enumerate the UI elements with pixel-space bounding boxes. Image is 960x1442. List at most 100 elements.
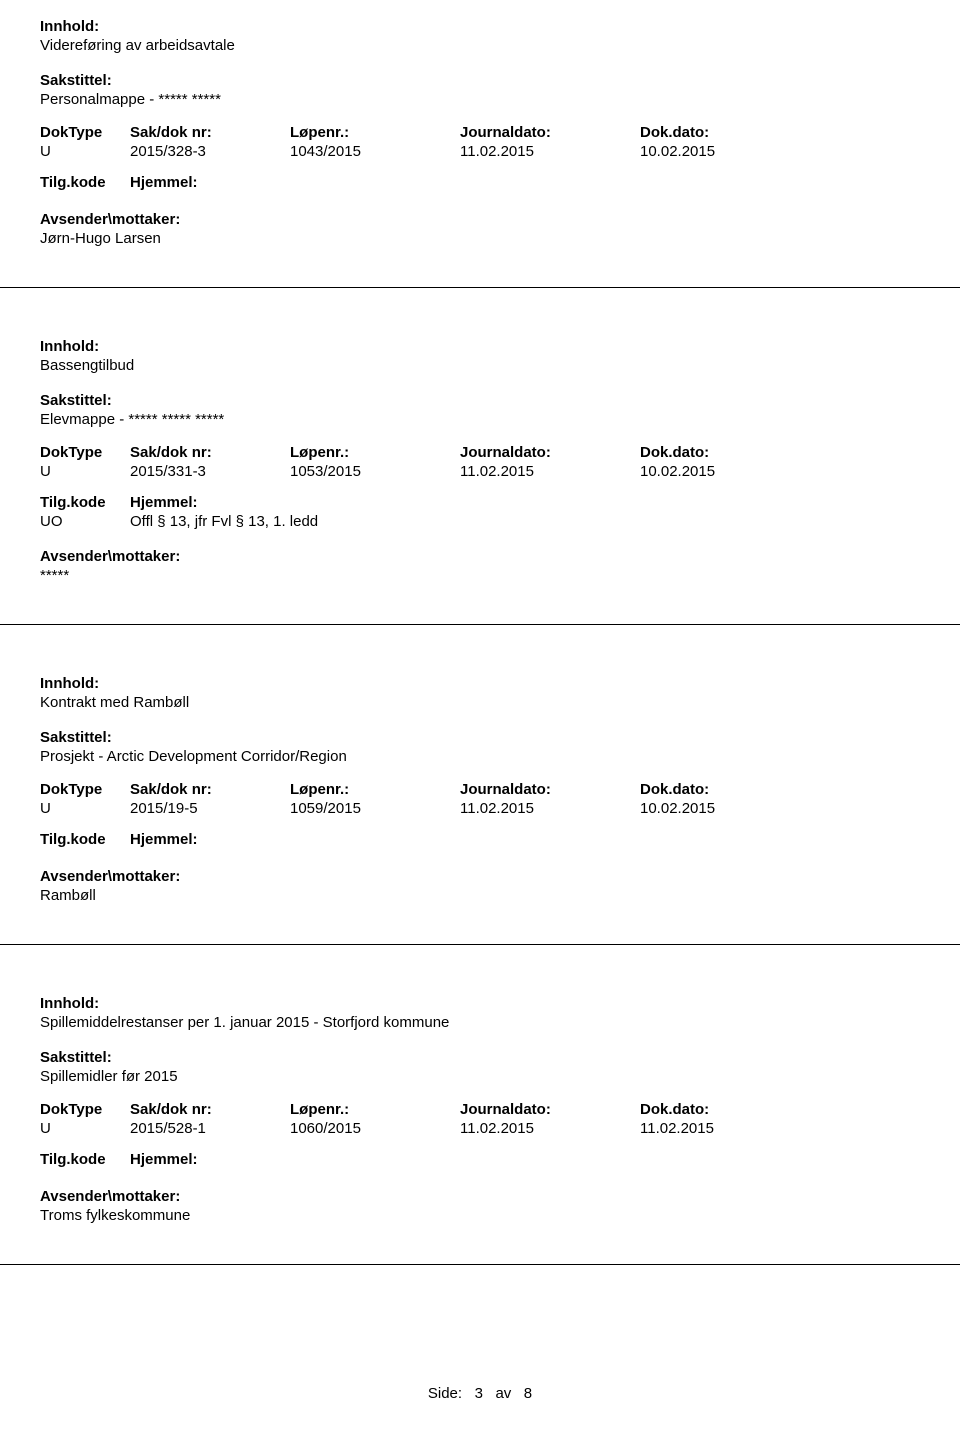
avsender-value: Troms fylkeskommune [40,1207,920,1224]
dokdato-header: Dok.dato: [640,781,800,798]
record-divider [0,624,960,625]
doktype-value: U [40,143,130,160]
innhold-value: Spillemiddelrestanser per 1. januar 2015… [40,1014,920,1031]
tilg-headers: Tilg.kode Hjemmel: [40,1151,920,1168]
journaldato-value: 11.02.2015 [460,143,640,160]
tilgkode-header: Tilg.kode [40,831,130,848]
avsender-label: Avsender\mottaker: [40,548,920,565]
row-values: U 2015/328-3 1043/2015 11.02.2015 10.02.… [40,143,920,160]
doktype-header: DokType [40,781,130,798]
journaldato-value: 11.02.2015 [460,1120,640,1137]
doktype-header: DokType [40,444,130,461]
innhold-label: Innhold: [40,18,920,35]
footer-current-page: 3 [475,1385,483,1402]
journaldato-header: Journaldato: [460,1101,640,1118]
avsender-label: Avsender\mottaker: [40,868,920,885]
tilg-headers: Tilg.kode Hjemmel: [40,831,920,848]
lopenr-header: Løpenr.: [290,781,460,798]
sakstittel-label: Sakstittel: [40,72,920,89]
hjemmel-value: Offl § 13, jfr Fvl § 13, 1. ledd [130,513,920,530]
row-values: U 2015/528-1 1060/2015 11.02.2015 11.02.… [40,1120,920,1137]
tilgkode-header: Tilg.kode [40,174,130,191]
sakstittel-value: Elevmappe - ***** ***** ***** [40,411,920,428]
sakdoknr-header: Sak/dok nr: [130,1101,290,1118]
tilgkode-header: Tilg.kode [40,1151,130,1168]
lopenr-value: 1060/2015 [290,1120,460,1137]
doktype-header: DokType [40,1101,130,1118]
dokdato-value: 11.02.2015 [640,1120,800,1137]
avsender-value: Rambøll [40,887,920,904]
tilg-headers: Tilg.kode Hjemmel: [40,494,920,511]
innhold-value: Kontrakt med Rambøll [40,694,920,711]
dokdato-value: 10.02.2015 [640,463,800,480]
doktype-header: DokType [40,124,130,141]
innhold-label: Innhold: [40,338,920,355]
lopenr-header: Løpenr.: [290,444,460,461]
sakdoknr-header: Sak/dok nr: [130,124,290,141]
hjemmel-header: Hjemmel: [130,174,920,191]
journaldato-value: 11.02.2015 [460,463,640,480]
journal-record: Innhold: Kontrakt med Rambøll Sakstittel… [40,675,920,945]
innhold-value: Videreføring av arbeidsavtale [40,37,920,54]
dokdato-header: Dok.dato: [640,444,800,461]
sakdoknr-value: 2015/331-3 [130,463,290,480]
lopenr-value: 1059/2015 [290,800,460,817]
hjemmel-header: Hjemmel: [130,494,920,511]
record-divider [0,944,960,945]
innhold-label: Innhold: [40,995,920,1012]
document-page: Innhold: Videreføring av arbeidsavtale S… [0,18,960,1442]
sakdoknr-value: 2015/328-3 [130,143,290,160]
sakdoknr-value: 2015/19-5 [130,800,290,817]
row-headers: DokType Sak/dok nr: Løpenr.: Journaldato… [40,781,920,798]
footer-prefix: Side: [428,1385,462,1402]
row-headers: DokType Sak/dok nr: Løpenr.: Journaldato… [40,124,920,141]
dokdato-value: 10.02.2015 [640,143,800,160]
dokdato-value: 10.02.2015 [640,800,800,817]
sakdoknr-header: Sak/dok nr: [130,444,290,461]
tilgkode-header: Tilg.kode [40,494,130,511]
dokdato-header: Dok.dato: [640,124,800,141]
avsender-value: Jørn-Hugo Larsen [40,230,920,247]
journal-record: Innhold: Videreføring av arbeidsavtale S… [40,18,920,288]
hjemmel-header: Hjemmel: [130,831,920,848]
lopenr-header: Løpenr.: [290,1101,460,1118]
tilg-values: UO Offl § 13, jfr Fvl § 13, 1. ledd [40,513,920,530]
tilg-headers: Tilg.kode Hjemmel: [40,174,920,191]
sakdoknr-header: Sak/dok nr: [130,781,290,798]
sakstittel-value: Prosjekt - Arctic Development Corridor/R… [40,748,920,765]
footer-mid: av [495,1385,511,1402]
journal-record: Innhold: Spillemiddelrestanser per 1. ja… [40,995,920,1265]
innhold-value: Bassengtilbud [40,357,920,374]
row-headers: DokType Sak/dok nr: Løpenr.: Journaldato… [40,1101,920,1118]
avsender-value: ***** [40,567,920,584]
dokdato-header: Dok.dato: [640,1101,800,1118]
sakstittel-value: Spillemidler før 2015 [40,1068,920,1085]
journaldato-header: Journaldato: [460,124,640,141]
lopenr-header: Løpenr.: [290,124,460,141]
lopenr-value: 1043/2015 [290,143,460,160]
avsender-label: Avsender\mottaker: [40,211,920,228]
hjemmel-header: Hjemmel: [130,1151,920,1168]
footer-total-pages: 8 [524,1385,532,1402]
innhold-label: Innhold: [40,675,920,692]
journaldato-header: Journaldato: [460,444,640,461]
journal-record: Innhold: Bassengtilbud Sakstittel: Elevm… [40,338,920,625]
avsender-label: Avsender\mottaker: [40,1188,920,1205]
lopenr-value: 1053/2015 [290,463,460,480]
sakstittel-label: Sakstittel: [40,729,920,746]
record-divider [0,287,960,288]
page-footer: Side: 3 av 8 [40,1385,920,1402]
tilgkode-value: UO [40,513,130,530]
journaldato-header: Journaldato: [460,781,640,798]
sakdoknr-value: 2015/528-1 [130,1120,290,1137]
row-values: U 2015/331-3 1053/2015 11.02.2015 10.02.… [40,463,920,480]
journaldato-value: 11.02.2015 [460,800,640,817]
doktype-value: U [40,1120,130,1137]
sakstittel-value: Personalmappe - ***** ***** [40,91,920,108]
row-headers: DokType Sak/dok nr: Løpenr.: Journaldato… [40,444,920,461]
record-divider [0,1264,960,1265]
sakstittel-label: Sakstittel: [40,392,920,409]
doktype-value: U [40,800,130,817]
doktype-value: U [40,463,130,480]
row-values: U 2015/19-5 1059/2015 11.02.2015 10.02.2… [40,800,920,817]
